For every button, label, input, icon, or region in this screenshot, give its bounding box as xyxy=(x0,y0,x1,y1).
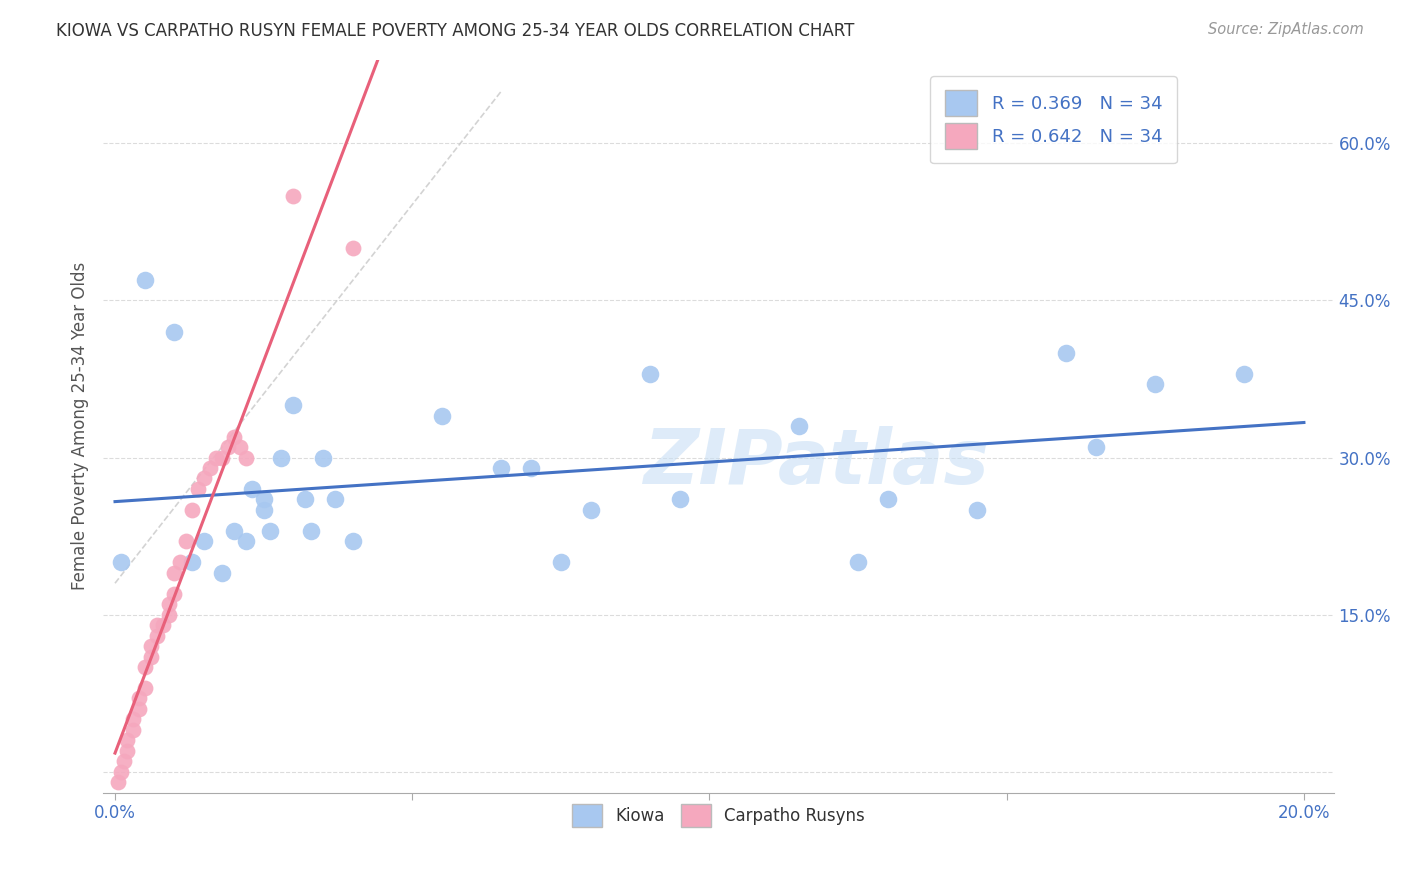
Point xyxy=(217,440,239,454)
Point xyxy=(157,597,180,611)
Point xyxy=(283,398,305,412)
Point xyxy=(253,503,276,517)
Point xyxy=(222,429,245,443)
Point xyxy=(152,618,174,632)
Point xyxy=(846,555,869,569)
Point xyxy=(211,450,233,465)
Point xyxy=(121,723,143,737)
Point xyxy=(115,733,138,747)
Point xyxy=(342,534,364,549)
Point xyxy=(128,691,150,706)
Point xyxy=(169,555,191,569)
Point xyxy=(1233,367,1256,381)
Point xyxy=(134,272,156,286)
Point xyxy=(294,492,316,507)
Point xyxy=(193,471,215,485)
Point xyxy=(187,482,209,496)
Point xyxy=(163,325,186,339)
Point xyxy=(107,775,129,789)
Point xyxy=(139,639,162,653)
Point xyxy=(176,534,198,549)
Point xyxy=(110,764,132,779)
Point xyxy=(205,450,228,465)
Y-axis label: Female Poverty Among 25-34 Year Olds: Female Poverty Among 25-34 Year Olds xyxy=(72,262,89,591)
Point xyxy=(145,629,167,643)
Point xyxy=(134,660,156,674)
Point xyxy=(193,534,215,549)
Text: KIOWA VS CARPATHO RUSYN FEMALE POVERTY AMONG 25-34 YEAR OLDS CORRELATION CHART: KIOWA VS CARPATHO RUSYN FEMALE POVERTY A… xyxy=(56,22,855,40)
Point xyxy=(787,419,810,434)
Point xyxy=(550,555,572,569)
Point xyxy=(283,188,305,202)
Point xyxy=(134,681,156,695)
Point xyxy=(163,566,186,580)
Point xyxy=(638,367,661,381)
Point xyxy=(323,492,346,507)
Point xyxy=(112,754,135,768)
Point xyxy=(1084,440,1107,454)
Legend: Kiowa, Carpatho Rusyns: Kiowa, Carpatho Rusyns xyxy=(564,796,873,836)
Point xyxy=(966,503,988,517)
Point xyxy=(163,587,186,601)
Point xyxy=(198,461,221,475)
Point xyxy=(229,440,252,454)
Point xyxy=(312,450,335,465)
Point xyxy=(110,555,132,569)
Point xyxy=(181,503,204,517)
Point xyxy=(157,607,180,622)
Point xyxy=(299,524,322,538)
Point xyxy=(139,649,162,664)
Point xyxy=(240,482,263,496)
Point xyxy=(253,492,276,507)
Point xyxy=(211,566,233,580)
Point xyxy=(115,744,138,758)
Text: ZIPatlas: ZIPatlas xyxy=(644,425,990,500)
Point xyxy=(145,618,167,632)
Point xyxy=(1144,377,1167,392)
Point xyxy=(1054,346,1077,360)
Point xyxy=(270,450,292,465)
Point xyxy=(579,503,602,517)
Point xyxy=(121,712,143,726)
Point xyxy=(876,492,898,507)
Point xyxy=(430,409,453,423)
Point xyxy=(235,534,257,549)
Point xyxy=(342,241,364,255)
Point xyxy=(235,450,257,465)
Point xyxy=(259,524,281,538)
Point xyxy=(668,492,690,507)
Text: Source: ZipAtlas.com: Source: ZipAtlas.com xyxy=(1208,22,1364,37)
Point xyxy=(128,702,150,716)
Point xyxy=(520,461,543,475)
Point xyxy=(491,461,513,475)
Point xyxy=(181,555,204,569)
Point xyxy=(222,524,245,538)
